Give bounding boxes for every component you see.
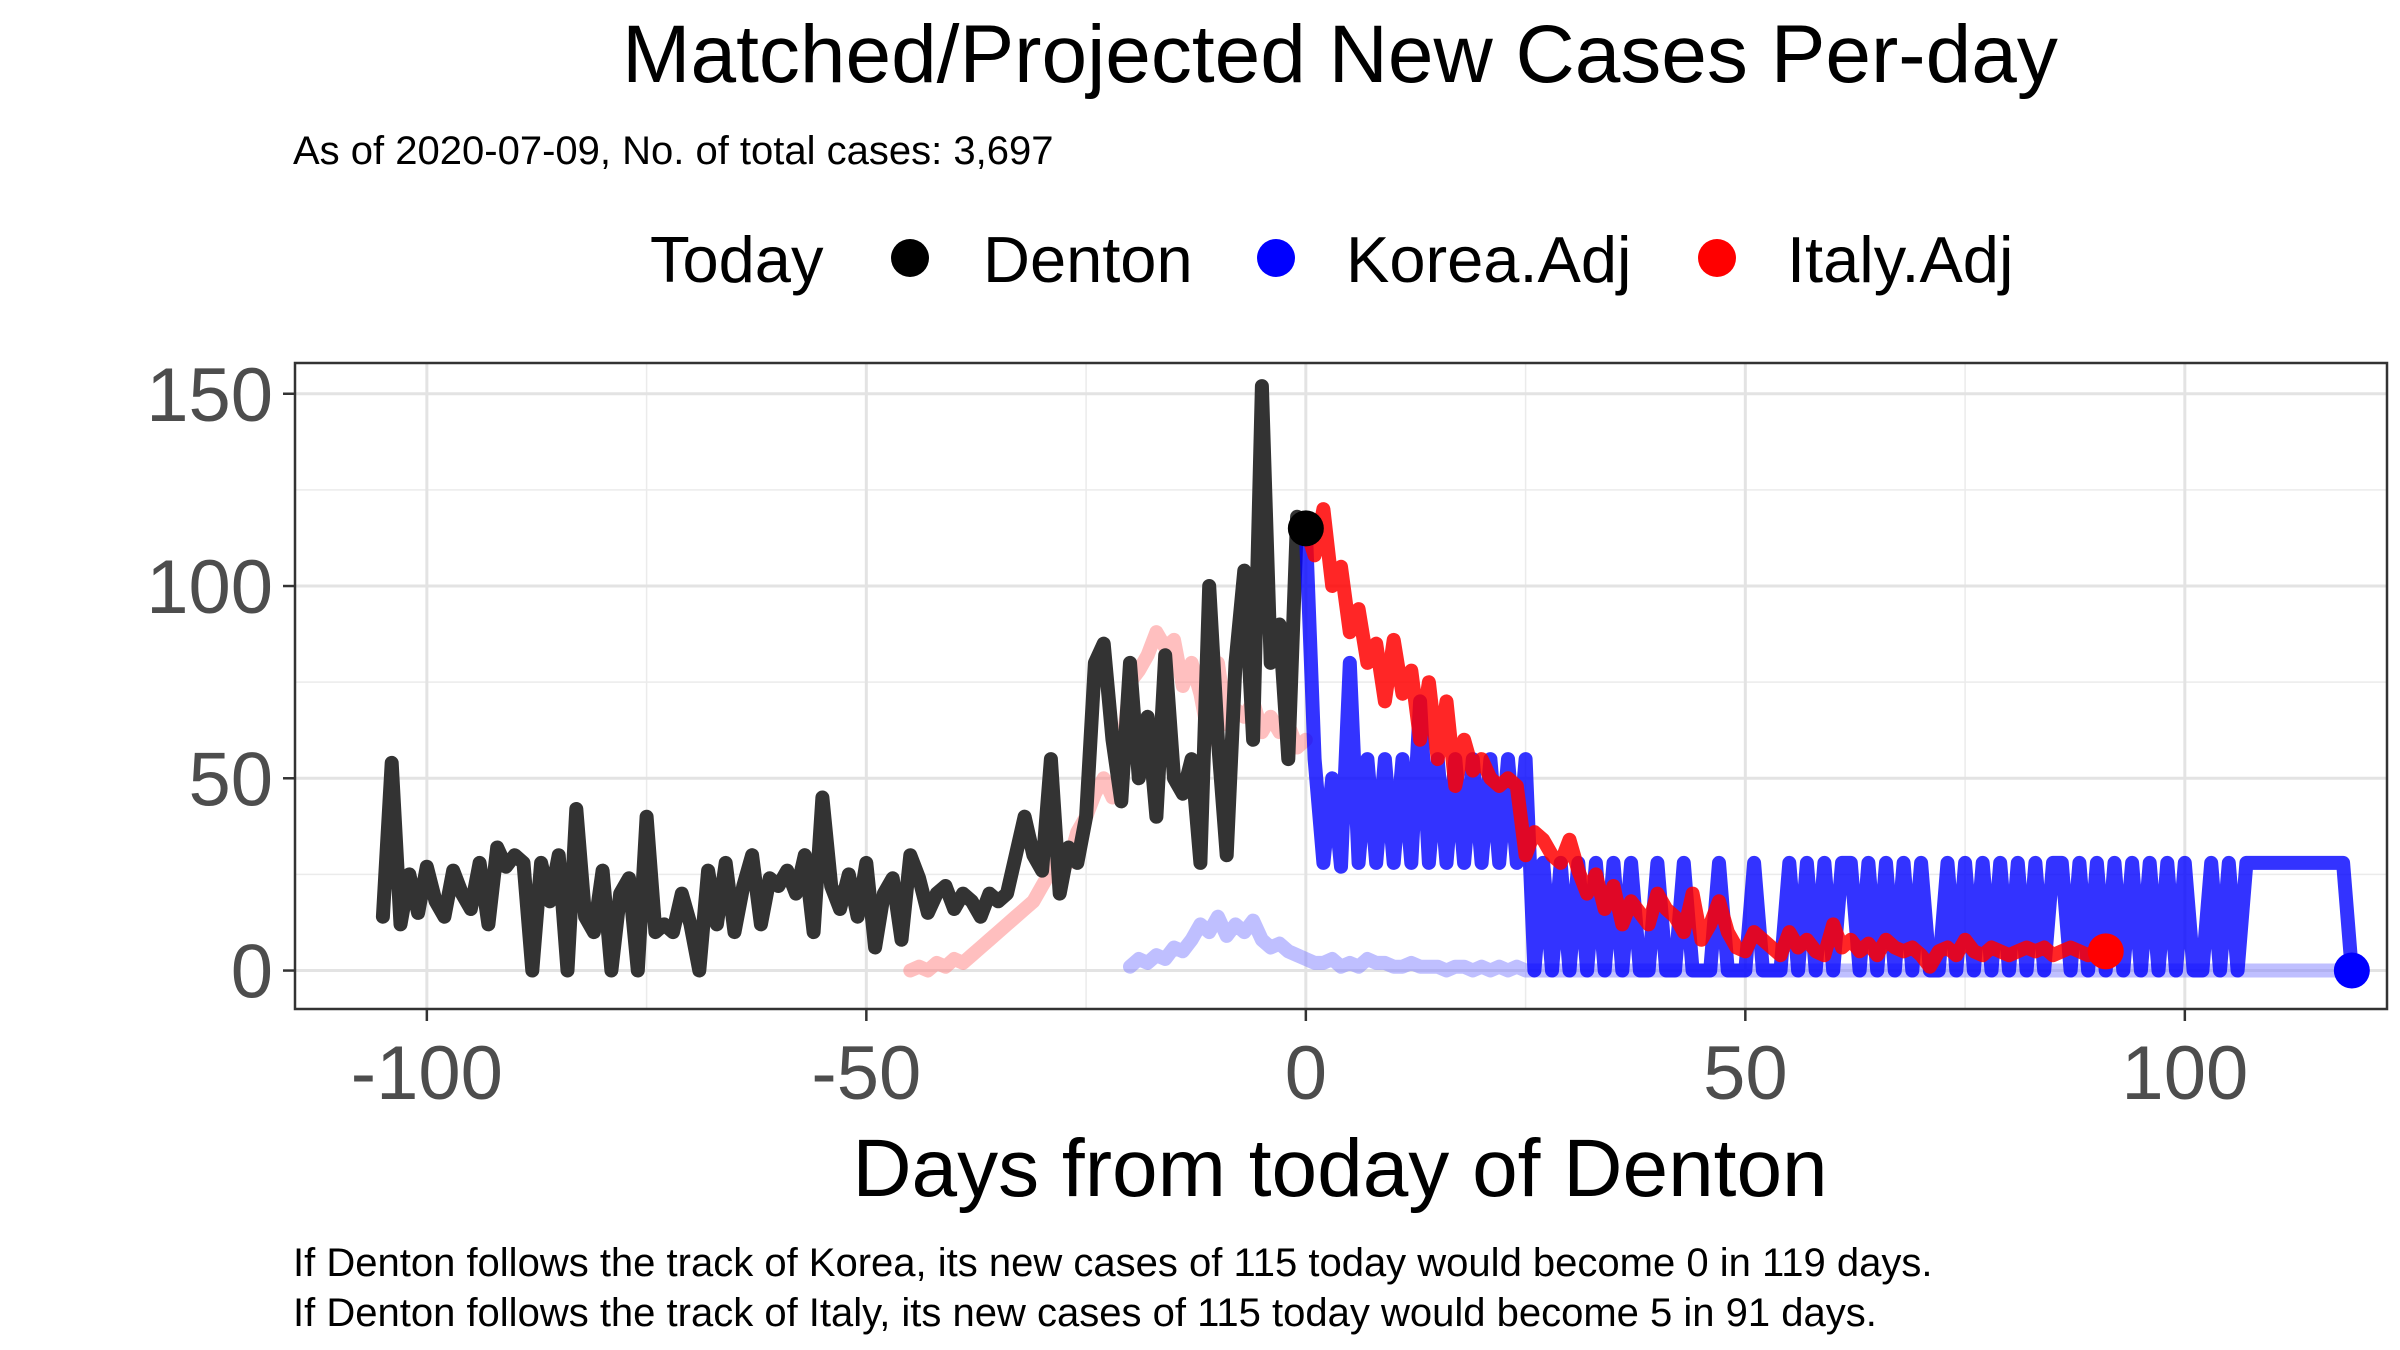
legend-label-korea: Korea.Adj [1346,223,1631,296]
today-points-layer [1287,510,2370,989]
legend-key-italy [1698,239,1736,277]
legend-label-denton: Denton [983,223,1193,296]
today-point-italy-adj [2087,933,2124,970]
y-tick-label: 50 [188,737,273,822]
chart-subtitle: As of 2020-07-09, No. of total cases: 3,… [293,129,1053,173]
y-tick-label: 0 [231,930,273,1015]
y-tick-label: 100 [146,545,273,630]
x-tick-label: 0 [1285,1031,1327,1116]
series-layer [375,379,2359,978]
axes: -100 -50 0 50 100 0 50 100 150 [146,353,2248,1116]
y-tick-label: 150 [146,353,273,438]
x-tick-label: 50 [1703,1031,1788,1116]
caption-korea: If Denton follows the track of Korea, it… [293,1241,1932,1285]
today-point-korea-adj [2333,952,2370,989]
plot-border [293,361,2389,1011]
x-axis-title: Days from today of Denton [852,1123,1827,1214]
today-point-denton [1287,510,1324,547]
legend-label-italy: Italy.Adj [1787,223,2013,296]
x-tick-label: -50 [811,1031,921,1116]
legend: Today Denton Korea.Adj Italy.Adj [650,223,2013,296]
legend-key-korea [1257,239,1295,277]
series-line-korea-adj [1298,521,2359,978]
legend-key-denton [891,239,929,277]
x-tick-label: -100 [351,1031,503,1116]
legend-title: Today [650,223,824,296]
series-line-italy-adj [1298,502,2113,974]
chart-title: Matched/Projected New Cases Per-day [622,9,2058,100]
caption-italy: If Denton follows the track of Italy, it… [293,1291,1877,1335]
x-tick-label: 100 [2121,1031,2248,1116]
series-line-denton [375,379,1313,978]
